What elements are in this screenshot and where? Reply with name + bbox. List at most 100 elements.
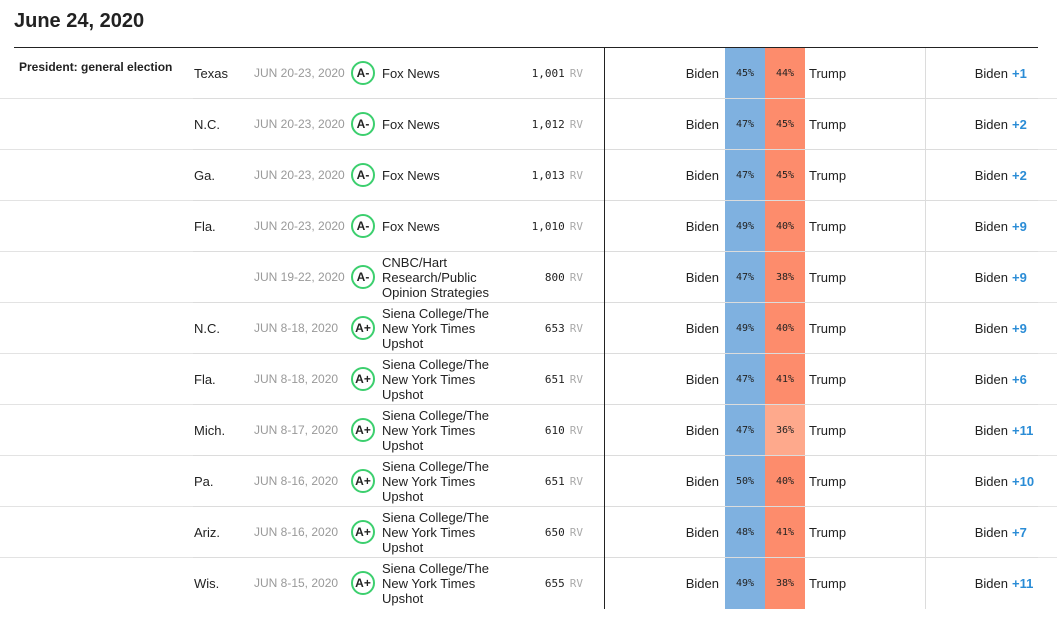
candidate-b-name: Trump [809, 116, 847, 132]
candidate-b-pct: 38% [765, 252, 805, 303]
poll-dates: JUN 20-23, 2020 [254, 219, 345, 233]
pollster-name[interactable]: Siena College/The New York Times Upshot [382, 356, 489, 402]
poll-state: Wis. [194, 575, 220, 591]
grade-badge: A- [351, 265, 375, 289]
candidate-b-pct: 44% [765, 48, 805, 99]
pollster-name[interactable]: Fox News [382, 218, 440, 234]
net-margin: +11 [1012, 422, 1034, 438]
net-margin: +9 [1012, 320, 1027, 336]
sample-population: RV [569, 270, 583, 284]
sample-size: 1,010 RV [505, 201, 583, 251]
candidate-a-pct: 45% [725, 48, 765, 99]
net-leader: Biden [974, 575, 1008, 591]
sample-count: 610 [544, 423, 565, 437]
sample-count: 800 [544, 270, 565, 284]
sample-population: RV [569, 321, 583, 335]
net-margin: +1 [1012, 65, 1027, 81]
candidate-a-pct: 48% [725, 507, 765, 558]
pollster-grade[interactable]: A+ [349, 405, 377, 455]
net-margin: +9 [1012, 269, 1027, 285]
poll-row[interactable]: Pa. JUN 8-16, 2020 A+ Siena College/The … [0, 456, 1057, 507]
poll-dates: JUN 8-17, 2020 [254, 423, 339, 437]
sample-size: 653 RV [505, 303, 583, 353]
pollster-grade[interactable]: A- [349, 201, 377, 251]
candidate-a-pct: 49% [725, 558, 765, 609]
poll-row[interactable]: N.C. JUN 8-18, 2020 A+ Siena College/The… [0, 303, 1057, 354]
pollster-name[interactable]: Siena College/The New York Times Upshot [382, 458, 489, 504]
net-leader: Biden [974, 167, 1008, 183]
sample-count: 1,013 [531, 168, 565, 182]
pollster-grade[interactable]: A- [349, 252, 377, 302]
sample-size: 1,013 RV [505, 150, 583, 200]
poll-dates: JUN 20-23, 2020 [254, 168, 345, 182]
candidate-a-pct: 47% [725, 150, 765, 201]
poll-row[interactable]: Wis. JUN 8-15, 2020 A+ Siena College/The… [0, 558, 1057, 609]
grade-badge: A- [351, 61, 375, 85]
pollster-name[interactable]: Fox News [382, 167, 440, 183]
row-divider [193, 353, 1038, 354]
sample-count: 1,001 [531, 66, 565, 80]
poll-row[interactable]: Ariz. JUN 8-16, 2020 A+ Siena College/Th… [0, 507, 1057, 558]
pollster-grade[interactable]: A+ [349, 303, 377, 353]
results-divider [604, 48, 605, 609]
pollster-grade[interactable]: A+ [349, 558, 377, 608]
pollster-grade[interactable]: A- [349, 48, 377, 98]
candidate-a-pct: 47% [725, 405, 765, 456]
poll-row[interactable]: JUN 19-22, 2020 A- CNBC/Hart Research/Pu… [0, 252, 1057, 303]
poll-row[interactable]: Mich. JUN 8-17, 2020 A+ Siena College/Th… [0, 405, 1057, 456]
pollster-grade[interactable]: A+ [349, 507, 377, 557]
row-divider [193, 149, 1038, 150]
poll-row[interactable]: Texas JUN 20-23, 2020 A- Fox News 1,001 R… [0, 48, 1057, 99]
grade-badge: A+ [351, 469, 375, 493]
grade-badge: A+ [351, 571, 375, 595]
sample-population: RV [569, 372, 583, 386]
poll-dates: JUN 20-23, 2020 [254, 66, 345, 80]
sample-population: RV [569, 423, 583, 437]
sample-population: RV [569, 66, 583, 80]
section-label: President: general election [19, 60, 173, 74]
poll-dates: JUN 20-23, 2020 [254, 117, 345, 131]
candidate-a-pct: 49% [725, 201, 765, 252]
poll-state: N.C. [194, 320, 220, 336]
sample-size: 650 RV [505, 507, 583, 557]
header-divider [14, 47, 1038, 48]
pollster-name[interactable]: CNBC/Hart Research/Public Opinion Strate… [382, 254, 489, 300]
candidate-b-name: Trump [809, 218, 847, 234]
candidate-b-name: Trump [809, 371, 847, 387]
row-divider [193, 506, 1038, 507]
grade-badge: A+ [351, 367, 375, 391]
poll-row[interactable]: Fla. JUN 20-23, 2020 A- Fox News 1,010 RV… [0, 201, 1057, 252]
poll-row[interactable]: Ga. JUN 20-23, 2020 A- Fox News 1,013 RV … [0, 150, 1057, 201]
candidate-b-name: Trump [809, 320, 847, 336]
grade-badge: A- [351, 163, 375, 187]
candidate-a-name: Biden [685, 371, 719, 387]
candidate-b-name: Trump [809, 575, 847, 591]
row-divider [193, 455, 1038, 456]
candidate-a-pct: 47% [725, 252, 765, 303]
pollster-grade[interactable]: A+ [349, 456, 377, 506]
sample-population: RV [569, 576, 583, 590]
candidate-b-name: Trump [809, 269, 847, 285]
poll-row[interactable]: Fla. JUN 8-18, 2020 A+ Siena College/The… [0, 354, 1057, 405]
sample-count: 655 [544, 576, 565, 590]
pollster-grade[interactable]: A+ [349, 354, 377, 404]
candidate-b-name: Trump [809, 524, 847, 540]
pollster-name[interactable]: Fox News [382, 65, 440, 81]
poll-row[interactable]: N.C. JUN 20-23, 2020 A- Fox News 1,012 RV… [0, 99, 1057, 150]
candidate-b-pct: 45% [765, 99, 805, 150]
pollster-name[interactable]: Siena College/The New York Times Upshot [382, 560, 489, 606]
candidate-b-name: Trump [809, 65, 847, 81]
net-margin: +10 [1012, 473, 1035, 489]
pollster-name[interactable]: Siena College/The New York Times Upshot [382, 305, 489, 351]
pollster-grade[interactable]: A- [349, 99, 377, 149]
pollster-grade[interactable]: A- [349, 150, 377, 200]
candidate-a-name: Biden [685, 422, 719, 438]
pollster-name[interactable]: Fox News [382, 116, 440, 132]
pollster-name[interactable]: Siena College/The New York Times Upshot [382, 407, 489, 453]
candidate-b-name: Trump [809, 422, 847, 438]
net-margin: +9 [1012, 218, 1027, 234]
net-leader: Biden [974, 473, 1008, 489]
pollster-name[interactable]: Siena College/The New York Times Upshot [382, 509, 489, 555]
candidate-a-pct: 47% [725, 354, 765, 405]
candidate-a-name: Biden [685, 218, 719, 234]
